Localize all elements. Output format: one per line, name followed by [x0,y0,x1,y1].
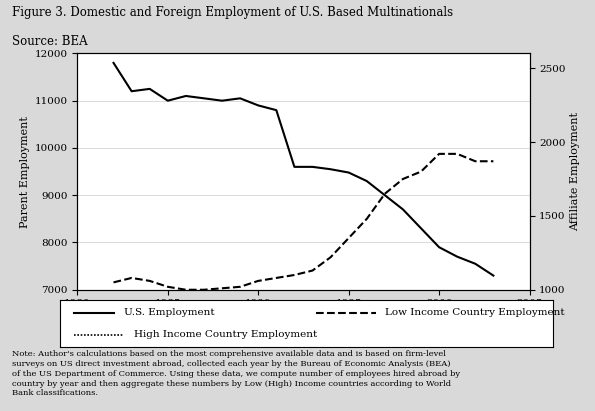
Y-axis label: Affiliate Employment: Affiliate Employment [570,112,580,231]
Text: Figure 3. Domestic and Foreign Employment of U.S. Based Multinationals: Figure 3. Domestic and Foreign Employmen… [12,6,453,19]
Text: U.S. Employment: U.S. Employment [124,308,214,317]
Text: Source: BEA: Source: BEA [12,35,87,48]
Text: Low Income Country Employment: Low Income Country Employment [386,308,565,317]
X-axis label: Year: Year [290,313,317,326]
Text: High Income Country Employment: High Income Country Employment [133,330,317,339]
Text: Note: Author's calculations based on the most comprehensive available data and i: Note: Author's calculations based on the… [12,350,460,397]
Y-axis label: Parent Employment: Parent Employment [20,115,30,228]
